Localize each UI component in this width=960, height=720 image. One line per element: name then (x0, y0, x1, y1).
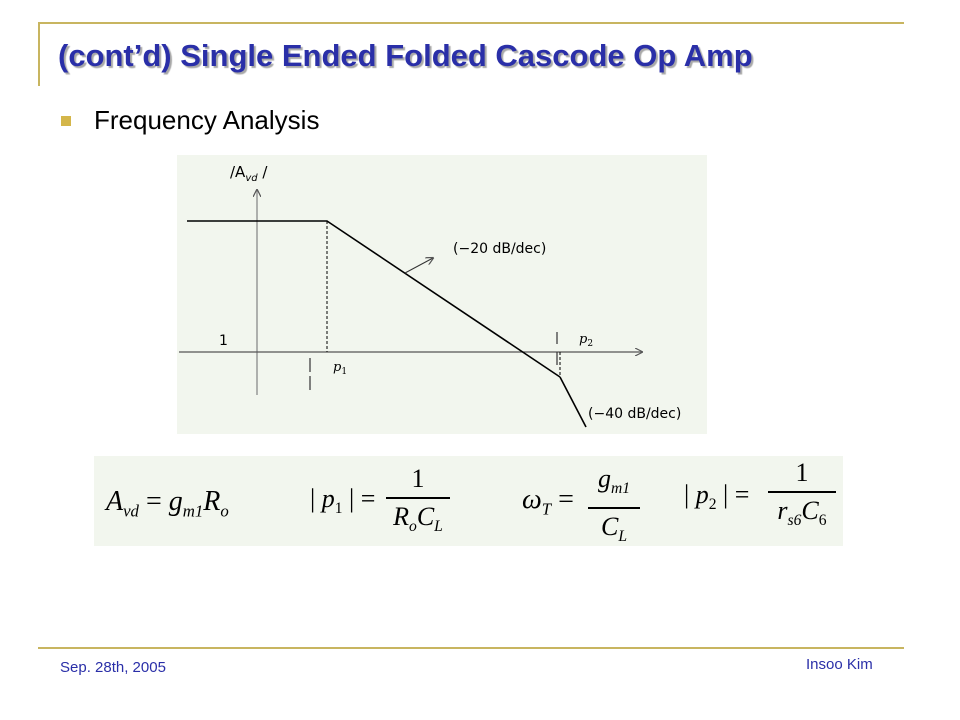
pole2-abs-close: | (723, 480, 729, 509)
gain-resistance-sub: o (220, 501, 229, 521)
pole2-fraction: 1 rs6C6 (768, 458, 836, 536)
omega-t-numerator: gm1 (597, 464, 631, 498)
bode-plot-panel: /Avd / 1 p1 p2 (−20 dB/dec) (−40 dB/dec) (177, 155, 707, 434)
slide-title: (cont’d) Single Ended Folded Cascode Op … (58, 38, 753, 73)
footer-date: Sep. 28th, 2005 (60, 659, 166, 676)
y-axis-label: /Avd / (230, 163, 268, 184)
pole1-denominator: RoCL (393, 502, 443, 536)
omega-t-fraction: gm1 CL (588, 464, 640, 552)
gain-equation: Avd = gm1Ro (106, 486, 229, 522)
unity-gain-label: 1 (219, 333, 228, 349)
bullet-frequency-analysis: Frequency Analysis (94, 105, 320, 135)
gain-transconductance-sub: m1 (182, 501, 204, 521)
bode-plot: /Avd / 1 p1 p2 (−20 dB/dec) (−40 dB/dec) (179, 163, 681, 428)
pole2-numerator: 1 (795, 458, 809, 487)
slope-40-segment (559, 376, 587, 428)
unity-gain-frequency-equation: ωT = (522, 484, 574, 520)
pole2-label: p2 (579, 332, 593, 349)
gain-lhs-sub: vd (123, 501, 139, 521)
pole1-fraction: 1 RoCL (386, 464, 450, 542)
gain-transconductance: g (168, 486, 183, 517)
header-top-rule (38, 22, 904, 24)
gain-lhs: A (106, 486, 124, 517)
pole2-fraction-bar (768, 491, 836, 493)
pole2-denominator: rs6C6 (777, 496, 827, 530)
pole1-lhs: p (321, 484, 335, 513)
pole1-fraction-bar (386, 497, 450, 499)
header-left-rule (38, 22, 40, 86)
gain-equals: = (145, 486, 162, 517)
pole2-abs-open: | (684, 480, 690, 509)
slope-40-label: (−40 dB/dec) (588, 406, 681, 422)
slope-annotation-arrow (404, 258, 433, 274)
pole2-lhs-sub: 2 (708, 496, 717, 514)
footer-rule (38, 647, 904, 649)
omega-t-denominator: CL (600, 512, 628, 546)
gain-resistance: R (203, 486, 221, 517)
omega-t-fraction-bar (588, 507, 640, 510)
pole2-lhs: p (695, 480, 709, 509)
equations-panel: Avd = gm1Ro | p1 | = 1 RoCL ωT = gm1 CL … (94, 456, 843, 546)
footer-author: Insoo Kim (806, 656, 873, 673)
pole1-lhs-sub: 1 (334, 500, 343, 518)
omega-t-lhs: ω (522, 484, 542, 515)
bullet-marker (61, 116, 71, 126)
slope-20-label: (−20 dB/dec) (453, 241, 546, 257)
omega-t-equals: = (558, 484, 574, 515)
pole1-abs-open: | (310, 484, 316, 513)
pole1-equals: = (360, 484, 376, 513)
pole1-numerator: 1 (411, 464, 425, 493)
pole1-abs-close: | (349, 484, 355, 513)
pole2-equation: | p2 | = (684, 480, 749, 514)
pole1-equation: | p1 | = (310, 484, 375, 518)
pole1-label: p1 (333, 360, 347, 377)
pole2-equals: = (734, 480, 750, 509)
omega-t-lhs-sub: T (541, 499, 552, 519)
